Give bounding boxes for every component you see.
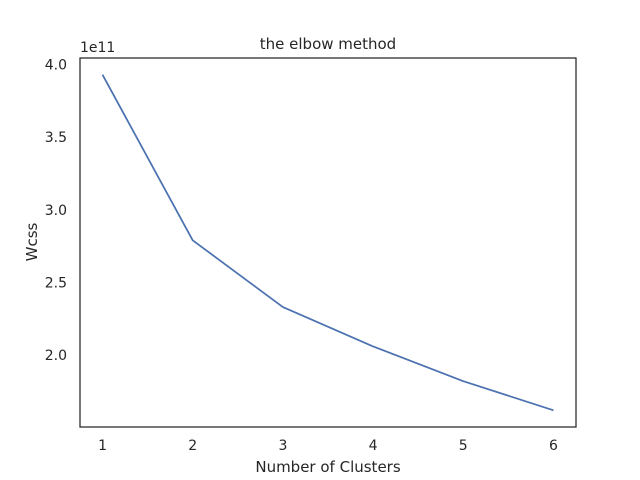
plot-area-frame [79,57,577,428]
chart-title: the elbow method [260,35,396,53]
x-axis-label: Number of Clusters [255,458,400,476]
x-tick-label: 1 [98,438,107,454]
y-tick-label: 4.0 [45,58,67,74]
y-axis-offset-label: 1e11 [80,40,115,56]
y-tick-label: 3.5 [45,130,67,146]
x-tick-label: 5 [459,438,468,454]
x-axis-ticks: 1 2 3 4 5 6 [98,438,558,454]
y-tick-label: 2.5 [45,275,67,291]
y-tick-label: 2.0 [45,348,67,364]
y-axis-ticks: 2.0 2.5 3.0 3.5 4.0 [45,58,67,365]
x-tick-label: 2 [188,438,197,454]
x-tick-label: 3 [278,438,287,454]
x-tick-label: 4 [369,438,378,454]
y-axis-label: Wcss [23,222,41,261]
x-tick-label: 6 [549,438,558,454]
y-tick-label: 3.0 [45,203,67,219]
wcss-series-line [101,74,554,412]
